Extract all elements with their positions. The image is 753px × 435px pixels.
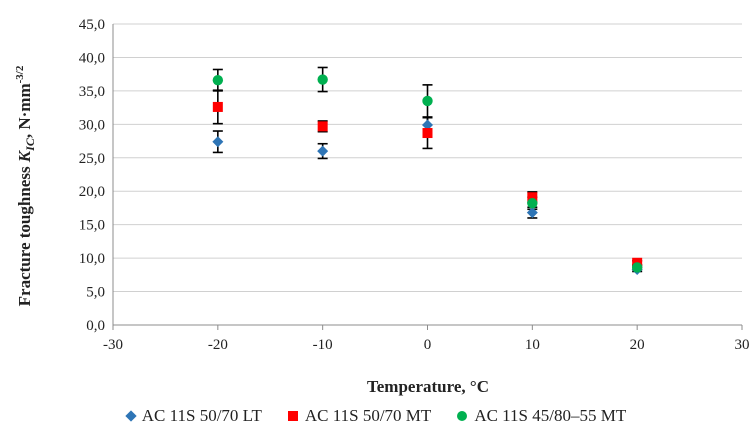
y-axis-title: Fracture toughness KIC, N·mm-3/2 xyxy=(14,65,37,306)
y-tick-labels: 0,0 5,0 10,0 15,0 20,0 25,0 30,0 35,0 40,0 45,0 xyxy=(79,17,105,334)
scatter-chart: -30 -20 -10 0 10 20 30 0,0 5,0 10,0 15,0 20,0 25,0 3… xyxy=(14,17,750,396)
axes xyxy=(112,24,743,330)
x-tick-label: 30 xyxy=(735,337,750,353)
y-axis-title-variable: K xyxy=(15,149,34,163)
data-point-circle xyxy=(631,262,643,273)
legend-item: AC 11S 50/70 MT xyxy=(287,406,432,426)
data-point-diamond xyxy=(317,145,329,157)
data-point-circle xyxy=(527,198,538,209)
legend-label: AC 11S 45/80–55 MT xyxy=(474,406,627,425)
y-tick-label: 25,0 xyxy=(79,151,105,167)
legend-label: AC 11S 50/70 LT xyxy=(141,406,262,425)
data-point-square xyxy=(527,192,538,203)
legend-swatch-diamond xyxy=(125,410,137,422)
legend-label: AC 11S 50/70 MT xyxy=(304,406,432,425)
x-tick-labels: -30 -20 -10 0 10 20 30 xyxy=(103,337,750,353)
y-tick-label: 0,0 xyxy=(86,318,105,334)
y-tick-label: 5,0 xyxy=(86,285,105,301)
x-tick-label: -10 xyxy=(313,337,333,353)
legend-swatch-square xyxy=(287,411,298,421)
data-marks xyxy=(212,66,643,275)
x-tick-label: 0 xyxy=(424,337,432,353)
data-point-circle xyxy=(317,74,328,85)
y-tick-label: 35,0 xyxy=(79,84,105,100)
data-point-square xyxy=(317,121,328,132)
x-tick-label: -30 xyxy=(103,337,123,353)
y-axis-title-subscript: IC xyxy=(23,137,37,152)
y-tick-label: 30,0 xyxy=(79,117,105,133)
x-axis-title: Temperature, °C xyxy=(367,377,489,396)
data-point-circle xyxy=(422,95,433,107)
data-point-circle xyxy=(212,74,224,86)
legend: AC 11S 50/70 LT AC 11S 50/70 MT AC 11S 45/… xyxy=(0,403,753,429)
y-tick-label: 45,0 xyxy=(79,17,105,33)
data-point-diamond xyxy=(526,207,538,219)
data-point-square xyxy=(212,101,223,112)
gridlines xyxy=(113,23,742,293)
data-point-diamond xyxy=(212,136,224,148)
x-tick-label: -20 xyxy=(208,337,228,353)
data-point-diamond xyxy=(422,119,433,131)
x-tick-label: 20 xyxy=(630,337,645,353)
y-axis-title-text: Fracture toughness xyxy=(15,162,34,306)
y-tick-label: 15,0 xyxy=(79,218,105,234)
y-tick-label: 40,0 xyxy=(79,50,105,66)
legend-swatch-circle xyxy=(457,411,468,421)
y-axis-title-superscript: -3/2 xyxy=(14,65,26,83)
x-tick-label: 10 xyxy=(525,337,540,353)
y-axis-title-unit: , N·mm xyxy=(15,83,34,138)
legend-item: AC 11S 45/80–55 MT xyxy=(457,406,626,426)
legend-item: AC 11S 50/70 LT xyxy=(125,406,262,426)
y-tick-label: 10,0 xyxy=(79,251,105,267)
data-point-square xyxy=(422,128,433,139)
y-tick-label: 20,0 xyxy=(79,184,105,200)
